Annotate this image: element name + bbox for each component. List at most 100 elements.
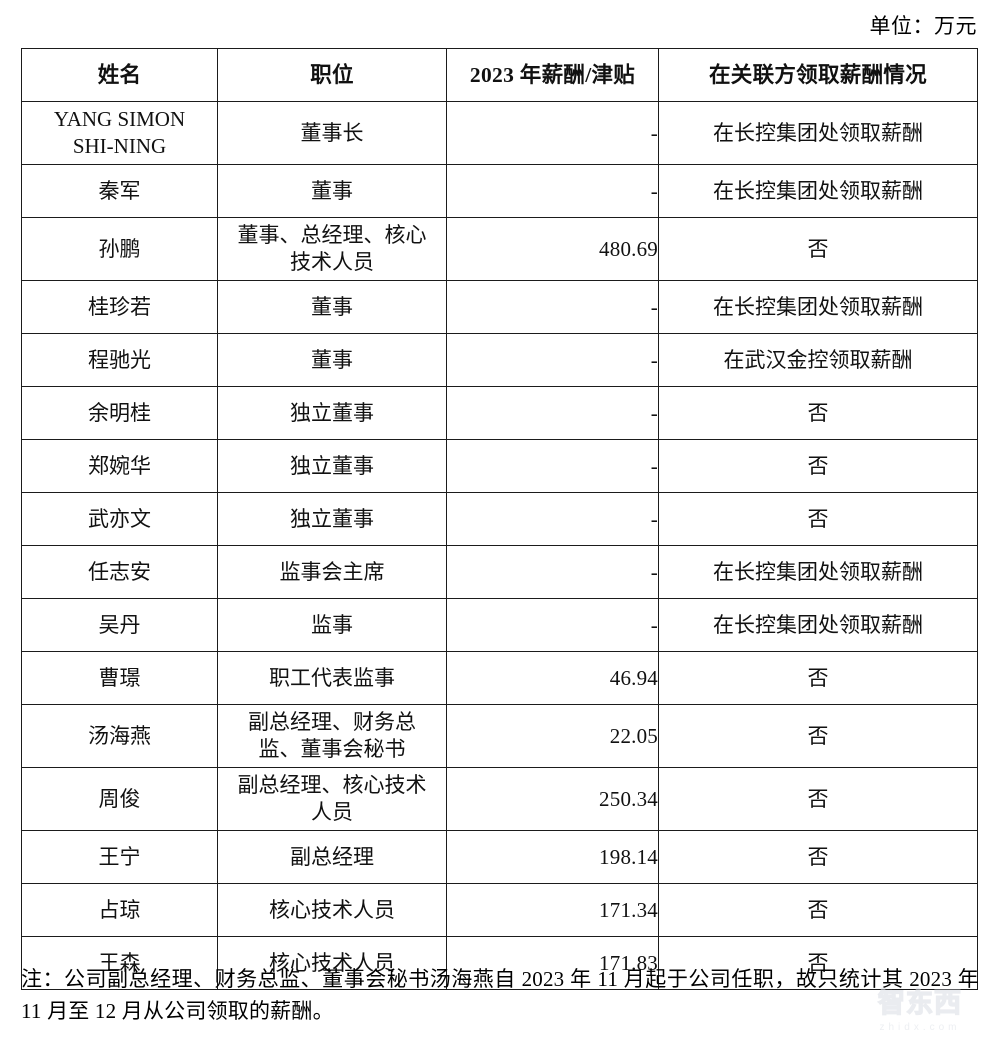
cell-position: 董事 (217, 164, 447, 218)
cell-name: 秦军 (21, 164, 218, 218)
name-line: YANG SIMON (53, 107, 186, 131)
column-header-pay: 2023 年薪酬/津贴 (446, 48, 659, 102)
cell-related-party: 在长控集团处领取薪酬 (658, 164, 978, 218)
cell-pay: 198.14 (446, 830, 659, 884)
position-line: 独立董事 (290, 400, 374, 425)
unit-caption: 单位：万元 (869, 14, 977, 38)
position-line: 独立董事 (290, 506, 374, 531)
position-line: 董事 (311, 294, 353, 319)
cell-pay: 171.83 (446, 936, 659, 990)
cell-related-party: 在武汉金控领取薪酬 (658, 333, 978, 387)
cell-position: 职工代表监事 (217, 651, 447, 705)
name-line: 任志安 (88, 559, 151, 584)
table-row: 桂珍若 董事 - 在长控集团处领取薪酬 (21, 280, 978, 334)
cell-position: 独立董事 (217, 492, 447, 546)
cell-related-party: 否 (658, 830, 978, 884)
cell-related-party: 否 (658, 651, 978, 705)
name-line: 程驰光 (88, 347, 151, 372)
column-header-related: 在关联方领取薪酬情况 (658, 48, 978, 102)
cell-name: 孙鹏 (21, 217, 218, 281)
cell-name: 吴丹 (21, 598, 218, 652)
name-line: 曹璟 (98, 665, 141, 690)
cell-name: 任志安 (21, 545, 218, 599)
cell-pay: 480.69 (446, 217, 659, 281)
name-line: 周俊 (98, 786, 141, 811)
name-line: 占琼 (98, 897, 141, 922)
name-line: SHI-NING (72, 134, 167, 158)
cell-related-party: 否 (658, 439, 978, 493)
cell-pay: - (446, 386, 659, 440)
cell-related-party: 否 (658, 492, 978, 546)
cell-pay: - (446, 598, 659, 652)
cell-position: 副总经理、财务总 监、董事会秘书 (217, 704, 447, 768)
name-line: 秦军 (98, 178, 141, 203)
position-line: 人员 (311, 800, 353, 824)
cell-position: 董事 (217, 333, 447, 387)
cell-pay: - (446, 439, 659, 493)
cell-related-party: 在长控集团处领取薪酬 (658, 101, 978, 165)
table-row: 武亦文 独立董事 - 否 (21, 492, 978, 546)
cell-name: 桂珍若 (21, 280, 218, 334)
table-row: 曹璟 职工代表监事 46.94 否 (21, 651, 978, 705)
cell-name: 郑婉华 (21, 439, 218, 493)
table-row: 孙鹏 董事、总经理、核心 技术人员 480.69 否 (21, 217, 978, 281)
cell-name: 王宁 (21, 830, 218, 884)
table-header-row: 姓名 职位 2023 年薪酬/津贴 在关联方领取薪酬情况 (21, 48, 978, 102)
cell-name: 曹璟 (21, 651, 218, 705)
cell-name: 武亦文 (21, 492, 218, 546)
position-line: 职工代表监事 (269, 665, 395, 690)
cell-position: 监事会主席 (217, 545, 447, 599)
cell-position: 董事 (217, 280, 447, 334)
cell-related-party: 否 (658, 386, 978, 440)
cell-pay: 250.34 (446, 767, 659, 831)
cell-pay: 171.34 (446, 883, 659, 937)
cell-position: 副总经理、核心技术 人员 (217, 767, 447, 831)
name-line: 王森 (98, 950, 141, 975)
cell-pay: - (446, 101, 659, 165)
name-line: 孙鹏 (98, 236, 141, 261)
table-row: 汤海燕 副总经理、财务总 监、董事会秘书 22.05 否 (21, 704, 978, 768)
table-footnote: 注：公司副总经理、财务总监、董事会秘书汤海燕自 2023 年 11 月起于公司任… (21, 967, 979, 1023)
table-row: 周俊 副总经理、核心技术 人员 250.34 否 (21, 767, 978, 831)
cell-related-party: 否 (658, 883, 978, 937)
table-row: 吴丹 监事 - 在长控集团处领取薪酬 (21, 598, 978, 652)
table-header: 姓名 职位 2023 年薪酬/津贴 在关联方领取薪酬情况 (21, 48, 978, 102)
position-line: 监事会主席 (279, 559, 385, 584)
cell-name: 程驰光 (21, 333, 218, 387)
cell-position: 独立董事 (217, 386, 447, 440)
column-header-name: 姓名 (21, 48, 218, 102)
cell-related-party: 否 (658, 704, 978, 768)
cell-name: 占琼 (21, 883, 218, 937)
table-body: YANG SIMON SHI-NING 董事长 - 在长控集团处领取薪酬 秦军 董事 - 在长控… (21, 101, 978, 990)
name-line: 余明桂 (88, 400, 151, 425)
name-line: 郑婉华 (88, 453, 151, 478)
table-row: 余明桂 独立董事 - 否 (21, 386, 978, 440)
cell-position: 副总经理 (217, 830, 447, 884)
position-line: 核心技术人员 (269, 897, 395, 922)
cell-related-party: 在长控集团处领取薪酬 (658, 545, 978, 599)
cell-position: 核心技术人员 (217, 883, 447, 937)
cell-pay: - (446, 280, 659, 334)
position-line: 核心技术人员 (269, 950, 395, 975)
cell-pay: 22.05 (446, 704, 659, 768)
cell-pay: - (446, 333, 659, 387)
cell-position: 监事 (217, 598, 447, 652)
column-header-position: 职位 (217, 48, 447, 102)
table-row: 王宁 副总经理 198.14 否 (21, 830, 978, 884)
name-line: 武亦文 (88, 506, 151, 531)
cell-related-party: 否 (658, 936, 978, 990)
cell-related-party: 否 (658, 767, 978, 831)
cell-name: YANG SIMON SHI-NING (21, 101, 218, 165)
position-line: 董事长 (300, 120, 364, 145)
position-line: 董事 (311, 178, 353, 203)
name-line: 王宁 (98, 844, 141, 869)
cell-pay: - (446, 164, 659, 218)
cell-position: 董事、总经理、核心 技术人员 (217, 217, 447, 281)
cell-related-party: 在长控集团处领取薪酬 (658, 598, 978, 652)
position-line: 董事 (311, 347, 353, 372)
position-line: 技术人员 (290, 250, 374, 274)
table-row: 程驰光 董事 - 在武汉金控领取薪酬 (21, 333, 978, 387)
position-line: 监、董事会秘书 (258, 737, 406, 761)
cell-position: 董事长 (217, 101, 447, 165)
